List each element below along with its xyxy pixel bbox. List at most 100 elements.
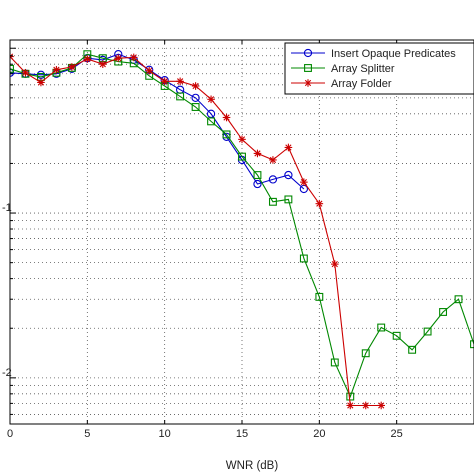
data-point	[145, 66, 153, 75]
data-point	[304, 79, 312, 87]
series-line	[10, 53, 474, 399]
data-point	[377, 323, 386, 332]
x-tick-label: 5	[84, 428, 90, 440]
legend-label: Array Folder	[331, 78, 392, 90]
data-point	[284, 195, 293, 204]
data-point	[284, 143, 293, 152]
data-point	[304, 64, 312, 72]
star-stroke	[316, 200, 323, 207]
data-point	[176, 92, 185, 101]
data-point	[454, 295, 463, 304]
data-point	[238, 135, 246, 144]
data-point	[361, 349, 370, 358]
data-point	[346, 392, 355, 401]
series-line	[10, 53, 305, 190]
data-point	[439, 308, 448, 316]
star-stroke	[207, 96, 215, 103]
series	[10, 50, 474, 401]
star-stroke	[304, 79, 312, 87]
y-tick-label: -1	[2, 202, 12, 214]
star-stroke	[300, 179, 307, 186]
data-point	[408, 345, 417, 354]
data-point	[207, 117, 216, 126]
y-tick-label: -2	[2, 367, 12, 379]
data-point	[284, 170, 293, 180]
star-stroke	[130, 54, 137, 61]
star-stroke	[146, 67, 153, 74]
data-point	[99, 60, 107, 69]
data-point	[361, 401, 370, 410]
star-stroke	[285, 144, 292, 151]
star-stroke	[10, 53, 14, 58]
star-stroke	[269, 156, 277, 164]
data-point	[21, 68, 30, 77]
data-point	[269, 156, 277, 164]
data-point	[253, 171, 262, 180]
x-axis-label: WNR (dB)	[226, 460, 279, 472]
data-point	[238, 152, 246, 161]
data-point	[315, 292, 324, 301]
data-point	[222, 130, 231, 139]
series-layer	[10, 50, 474, 410]
star-stroke	[254, 150, 261, 157]
data-point	[253, 149, 262, 158]
x-tick-label: 20	[313, 428, 325, 440]
data-point	[331, 260, 339, 268]
star-stroke	[115, 55, 122, 62]
data-point	[253, 179, 262, 189]
data-point	[315, 199, 324, 208]
star-stroke	[22, 69, 29, 76]
x-tick-label: 10	[159, 428, 171, 440]
star-stroke	[238, 136, 246, 143]
data-point	[346, 401, 355, 410]
data-point	[423, 327, 432, 336]
data-point	[303, 48, 313, 58]
data-point	[222, 113, 231, 122]
data-point	[377, 401, 385, 410]
star-stroke	[161, 78, 168, 85]
data-point	[299, 254, 308, 263]
data-point	[176, 77, 184, 86]
data-point	[160, 77, 169, 86]
star-stroke	[37, 79, 45, 86]
data-point	[191, 82, 200, 90]
data-point	[191, 103, 200, 111]
data-point	[268, 175, 278, 184]
data-point	[83, 55, 92, 63]
star-stroke	[362, 402, 369, 409]
data-point	[52, 65, 61, 74]
star-stroke	[331, 260, 338, 268]
data-point	[191, 93, 200, 103]
data-point	[207, 95, 215, 104]
x-tick-label: 15	[236, 428, 248, 440]
data-point	[10, 64, 14, 73]
data-point	[330, 358, 339, 367]
data-point	[470, 340, 474, 349]
star-stroke	[177, 78, 184, 85]
data-point	[392, 331, 401, 340]
star-stroke	[84, 55, 91, 63]
star-stroke	[378, 402, 385, 409]
star-stroke	[99, 61, 106, 68]
star-stroke	[10, 55, 14, 60]
legend-label: Insert Opaque Predicates	[331, 48, 456, 60]
star-stroke	[223, 114, 230, 121]
data-point	[114, 54, 123, 63]
star-stroke	[347, 402, 354, 409]
data-point	[300, 178, 308, 186]
data-point	[268, 197, 277, 206]
data-point	[10, 52, 14, 61]
legend-label: Array Splitter	[331, 63, 395, 75]
legend: Insert Opaque Predicates Array Splitter Ar…	[284, 42, 474, 95]
star-stroke	[68, 63, 75, 71]
series	[10, 52, 385, 410]
data-point	[37, 78, 45, 87]
x-tick-label: 25	[391, 428, 403, 440]
x-tick-label: 0	[7, 428, 13, 440]
star-stroke	[192, 82, 199, 90]
ticks: 0 5 10 15 20 25 -1 -2	[2, 40, 474, 440]
data-point	[129, 53, 138, 62]
star-stroke	[53, 66, 60, 73]
data-point	[68, 63, 76, 71]
